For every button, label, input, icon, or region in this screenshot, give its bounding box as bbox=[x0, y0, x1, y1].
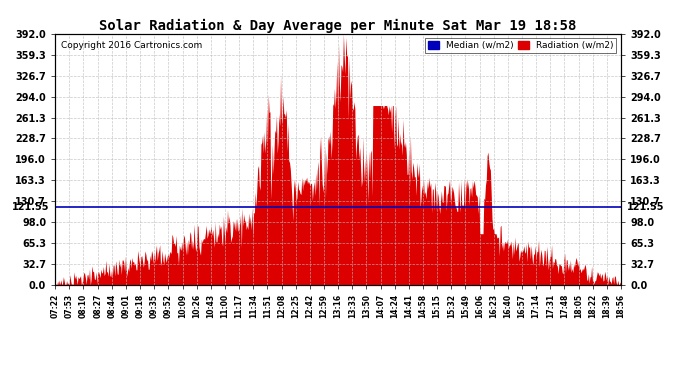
Text: Copyright 2016 Cartronics.com: Copyright 2016 Cartronics.com bbox=[61, 41, 202, 50]
Text: 121.55: 121.55 bbox=[627, 202, 664, 212]
Text: 121.55: 121.55 bbox=[12, 202, 50, 212]
Legend: Median (w/m2), Radiation (w/m2): Median (w/m2), Radiation (w/m2) bbox=[425, 38, 616, 53]
Title: Solar Radiation & Day Average per Minute Sat Mar 19 18:58: Solar Radiation & Day Average per Minute… bbox=[99, 18, 577, 33]
